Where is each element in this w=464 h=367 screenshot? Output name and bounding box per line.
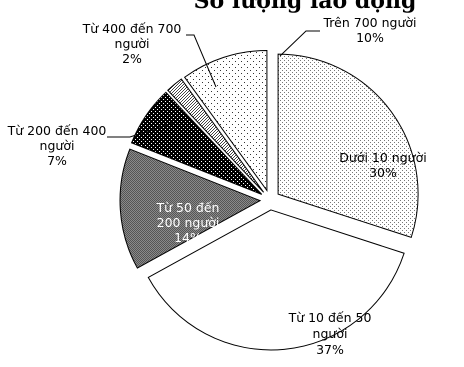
slice-label: Trên 700 người 10%: [323, 15, 417, 45]
slice-label: Từ 400 đến 700 người 2%: [82, 21, 182, 66]
slice-label-line: 14%: [174, 230, 202, 245]
slice-label-line: Từ 400 đến 700: [82, 21, 182, 36]
slice-label-line: 30%: [369, 165, 397, 180]
slice-label-line: người: [40, 138, 75, 153]
pie-slice: [130, 91, 263, 195]
chart-title: Số lượng lao động: [194, 0, 417, 14]
slice-label-line: người: [313, 326, 348, 341]
leader-line: [279, 30, 320, 57]
slice-label-line: Từ 50 đến: [156, 200, 220, 215]
slice-labels: Dưới 10 người 30%Từ 10 đến 50 người 37%Từ 5…: [7, 15, 427, 357]
leader-lines: [107, 30, 320, 138]
slice-label-line: 7%: [47, 153, 67, 168]
pie-slice: [147, 209, 405, 351]
leader-line: [186, 34, 217, 88]
leader-line: [107, 122, 173, 138]
slice-label-line: 10%: [356, 30, 384, 45]
pie-slice: [119, 148, 262, 269]
slice-label-line: Từ 10 đến 50: [288, 310, 372, 325]
slice-label-line: 37%: [316, 342, 344, 357]
slice-label-line: 200 người: [157, 215, 220, 230]
slice-label: Từ 50 đến 200 người 14%: [156, 200, 220, 245]
slice-label-line: người: [115, 36, 150, 51]
slice-label: Từ 10 đến 50 người 37%: [288, 310, 372, 357]
slice-label: Từ 200 đến 400 người 7%: [7, 123, 107, 168]
slice-label: Dưới 10 người 30%: [339, 150, 426, 180]
slice-label-line: Từ 200 đến 400: [7, 123, 107, 138]
pie-slice: [277, 53, 419, 239]
pie-slices: [119, 49, 419, 351]
slice-label-line: Dưới 10 người: [339, 150, 426, 165]
slice-label-line: 2%: [122, 51, 142, 66]
slice-label-line: Trên 700 người: [323, 15, 417, 30]
pie-slice: [183, 49, 268, 193]
pie-slice: [167, 78, 265, 193]
